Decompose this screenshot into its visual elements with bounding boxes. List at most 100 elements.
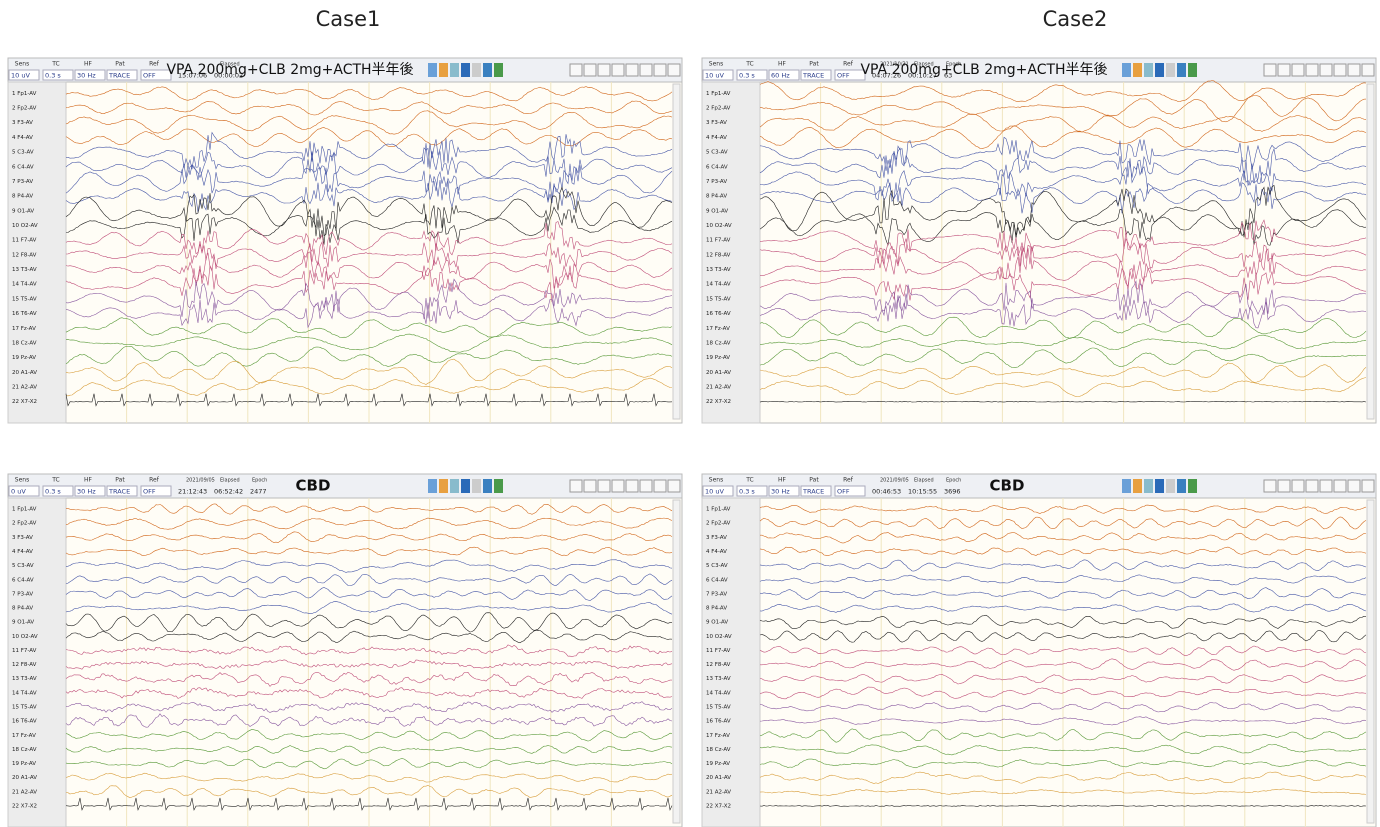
tool-icon[interactable] [1155, 479, 1164, 493]
tool-icon[interactable] [1122, 63, 1131, 77]
setting-value[interactable]: 0.3 s [739, 488, 755, 496]
meta-label: Elapsed [914, 62, 934, 68]
nav-button[interactable] [639, 63, 653, 77]
tool-icon[interactable] [483, 479, 492, 493]
channel-label: 3 F3-AV [12, 535, 33, 541]
nav-button[interactable] [569, 479, 583, 493]
channel-label: 1 Fp1-AV [706, 507, 731, 513]
setting-value[interactable]: TRACE [108, 488, 130, 496]
setting-value[interactable]: 0.3 s [45, 72, 61, 80]
setting-value[interactable]: OFF [143, 72, 156, 80]
tool-icon[interactable] [1188, 479, 1197, 493]
setting-value[interactable]: 30 Hz [77, 488, 96, 496]
nav-button[interactable] [1361, 479, 1375, 493]
tool-icon[interactable] [1177, 479, 1186, 493]
setting-value[interactable]: TRACE [108, 72, 130, 80]
nav-button[interactable] [1333, 479, 1347, 493]
nav-button[interactable] [653, 479, 667, 493]
nav-button[interactable] [667, 479, 681, 493]
tool-icon[interactable] [439, 63, 448, 77]
tool-icon[interactable] [461, 479, 470, 493]
setting-value[interactable]: 60 Hz [771, 72, 790, 80]
eeg-trace [65, 687, 673, 699]
tool-icon[interactable] [494, 63, 503, 77]
toolbar-label: Ref [843, 477, 854, 484]
nav-button[interactable] [653, 63, 667, 77]
tool-icon[interactable] [494, 479, 503, 493]
nav-button[interactable] [611, 63, 625, 77]
tool-icon[interactable] [428, 479, 437, 493]
nav-button[interactable] [1305, 479, 1319, 493]
nav-button[interactable] [1319, 63, 1333, 77]
tool-icon[interactable] [1144, 479, 1153, 493]
tool-icon[interactable] [472, 479, 481, 493]
setting-value[interactable]: 0.3 s [739, 72, 755, 80]
tool-icon[interactable] [1188, 63, 1197, 77]
panel-frame [701, 57, 1377, 424]
nav-button[interactable] [1291, 479, 1305, 493]
nav-button[interactable] [597, 479, 611, 493]
setting-value[interactable]: 10 uV [705, 72, 724, 80]
meta-label: Epoch [946, 62, 961, 68]
eeg-trace [65, 644, 673, 658]
tool-icon[interactable] [1122, 479, 1131, 493]
setting-value[interactable]: 0 uV [11, 488, 26, 496]
nav-button[interactable] [569, 63, 583, 77]
nav-button[interactable] [1347, 479, 1361, 493]
tool-icon[interactable] [1155, 63, 1164, 77]
eeg-trace [759, 603, 1367, 613]
nav-button[interactable] [583, 479, 597, 493]
setting-value[interactable]: OFF [837, 72, 850, 80]
channel-label: 9 O1-AV [706, 620, 728, 626]
setting-value[interactable]: 30 Hz [771, 488, 790, 496]
eeg-trace [759, 546, 1367, 557]
eeg-trace [65, 546, 673, 557]
setting-value[interactable]: 0.3 s [45, 488, 61, 496]
nav-button[interactable] [667, 63, 681, 77]
nav-button[interactable] [1263, 479, 1277, 493]
channel-label: 13 T3-AV [706, 676, 731, 682]
tool-icon[interactable] [1166, 479, 1175, 493]
nav-button[interactable] [1361, 63, 1375, 77]
nav-button[interactable] [625, 63, 639, 77]
epoch: 63 [944, 72, 952, 80]
tool-icon[interactable] [1177, 63, 1186, 77]
eeg-trace [65, 659, 673, 670]
setting-value[interactable]: TRACE [802, 488, 824, 496]
tool-icon[interactable] [1133, 479, 1142, 493]
tool-icon[interactable] [439, 479, 448, 493]
nav-button[interactable] [1347, 63, 1361, 77]
tool-icon[interactable] [1144, 63, 1153, 77]
tool-icon[interactable] [483, 63, 492, 77]
tool-icon[interactable] [1166, 63, 1175, 77]
setting-value[interactable]: 10 uV [705, 488, 724, 496]
setting-value[interactable]: 10 uV [11, 72, 30, 80]
setting-box [800, 485, 832, 497]
nav-button[interactable] [1277, 63, 1291, 77]
nav-button[interactable] [625, 479, 639, 493]
nav-button[interactable] [1319, 479, 1333, 493]
tool-icon[interactable] [450, 63, 459, 77]
nav-button[interactable] [1305, 63, 1319, 77]
eeg-trace [759, 771, 1367, 784]
tool-icon[interactable] [428, 63, 437, 77]
tool-icon[interactable] [1133, 63, 1142, 77]
tool-icon[interactable] [450, 479, 459, 493]
channel-label: 17 Fz-AV [12, 733, 36, 739]
tool-icon[interactable] [461, 63, 470, 77]
setting-value[interactable]: OFF [837, 488, 850, 496]
setting-value[interactable]: TRACE [802, 72, 824, 80]
channel-label: 17 Fz-AV [706, 326, 730, 332]
nav-button[interactable] [1291, 63, 1305, 77]
nav-button[interactable] [597, 63, 611, 77]
nav-button[interactable] [1263, 63, 1277, 77]
setting-value[interactable]: 30 Hz [77, 72, 96, 80]
eeg-trace [65, 317, 673, 338]
tool-icon[interactable] [472, 63, 481, 77]
nav-button[interactable] [611, 479, 625, 493]
setting-value[interactable]: OFF [143, 488, 156, 496]
nav-button[interactable] [1333, 63, 1347, 77]
nav-button[interactable] [639, 479, 653, 493]
nav-button[interactable] [583, 63, 597, 77]
nav-button[interactable] [1277, 479, 1291, 493]
